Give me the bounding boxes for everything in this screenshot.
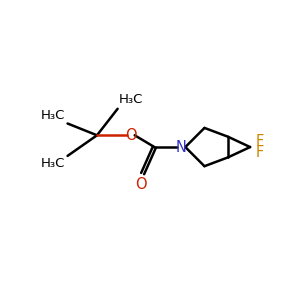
- Text: O: O: [135, 177, 147, 192]
- Text: F: F: [255, 146, 264, 160]
- Text: H₃C: H₃C: [119, 93, 143, 106]
- Text: H₃C: H₃C: [41, 109, 65, 122]
- Text: N: N: [176, 140, 186, 154]
- Text: H₃C: H₃C: [41, 158, 65, 170]
- Text: O: O: [125, 128, 137, 143]
- Text: F: F: [255, 134, 264, 149]
